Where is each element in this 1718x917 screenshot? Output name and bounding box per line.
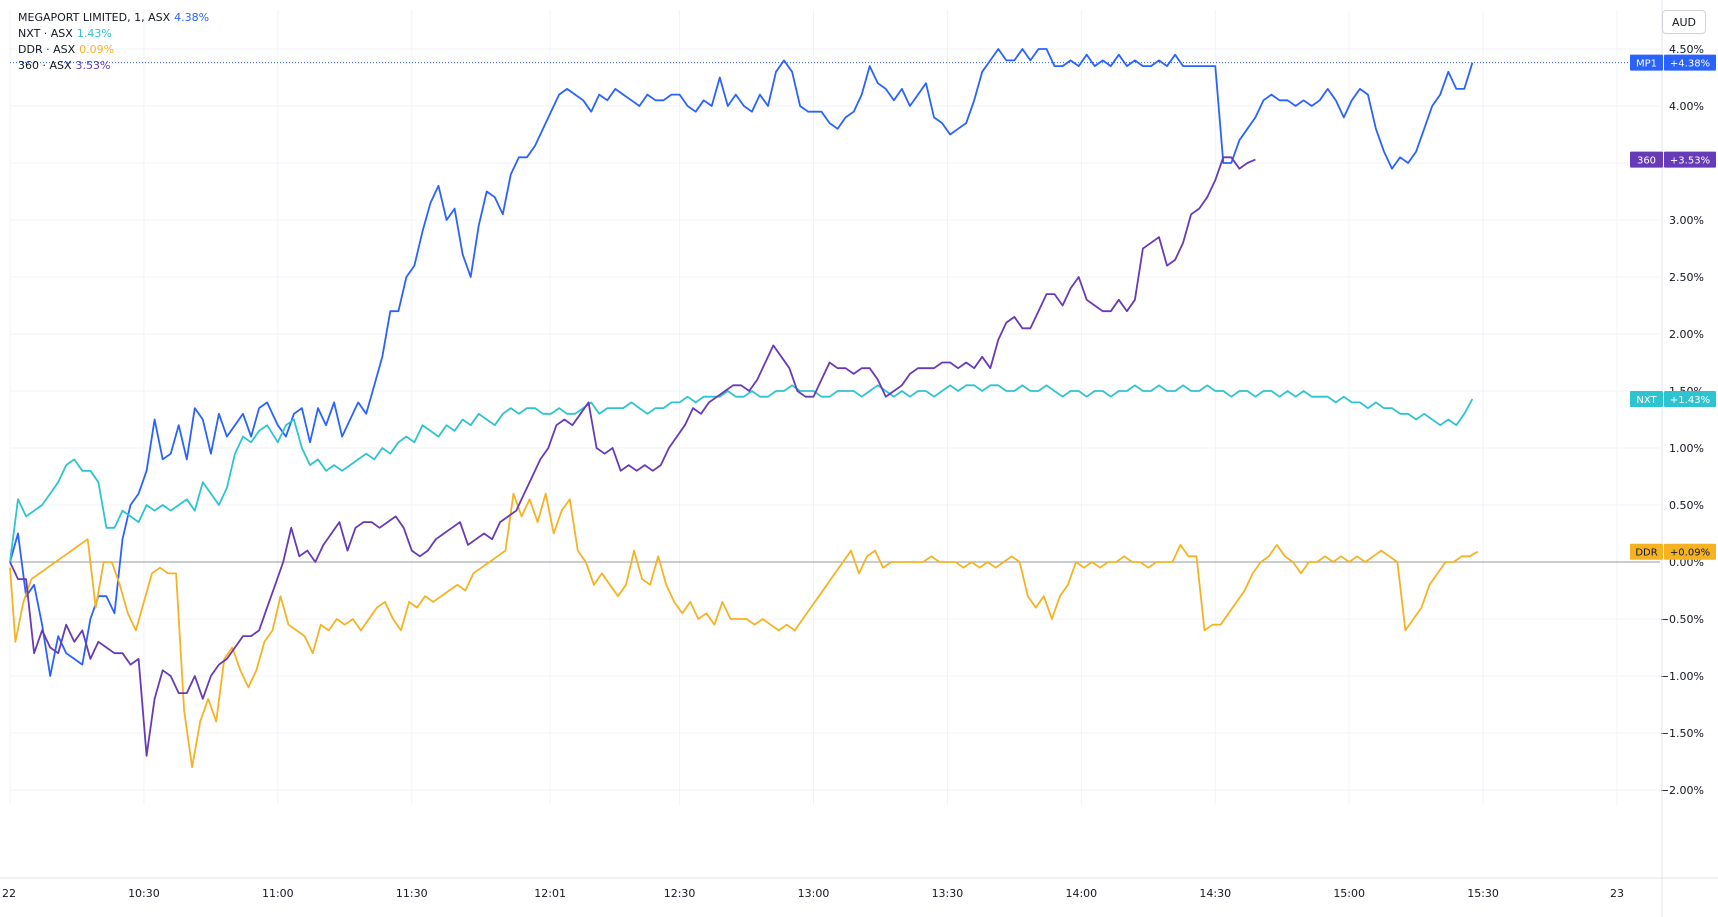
y-tick-label: 3.00% (1669, 214, 1704, 227)
legend-value: 1.43% (76, 27, 112, 40)
price-tag-value: +3.53% (1670, 156, 1710, 167)
y-tick-label: −2.00% (1660, 784, 1704, 797)
y-tick-label: −1.00% (1660, 670, 1704, 683)
price-tag-value: +1.43% (1670, 395, 1710, 406)
x-tick-label: 13:00 (798, 887, 830, 900)
legend-label: 360 · ASX (18, 59, 72, 72)
chart-legend: MEGAPORT LIMITED, 1, ASX 4.38% NXT · ASX 1… (18, 10, 209, 74)
price-tag-ticker: 360 (1637, 156, 1656, 167)
legend-row-mp1[interactable]: MEGAPORT LIMITED, 1, ASX 4.38% (18, 10, 209, 26)
x-tick-label: 11:00 (262, 887, 294, 900)
price-tags: MP1 +4.38% 360 +3.53% NXT +1.43% DDR +0.09% (1630, 54, 1716, 560)
y-tick-label: 0.50% (1669, 499, 1704, 512)
x-tick-label: 15:00 (1333, 887, 1365, 900)
x-tick-label: 11:30 (396, 887, 428, 900)
price-tag-360: 360 +3.53% (1630, 151, 1716, 168)
legend-label: NXT · ASX (18, 27, 73, 40)
legend-row-ddr[interactable]: DDR · ASX 0.09% (18, 42, 209, 58)
x-tick-label: 12:01 (534, 887, 566, 900)
series-line-nxt[interactable] (9, 384, 1474, 563)
legend-value: 4.38% (174, 11, 210, 24)
price-tag-ddr: DDR +0.09% (1630, 543, 1716, 560)
x-tick-label: 23 (1610, 887, 1624, 900)
price-tag-ticker: DDR (1635, 548, 1657, 559)
legend-row-360[interactable]: 360 · ASX 3.53% (18, 58, 209, 74)
y-tick-label: 4.50% (1669, 43, 1704, 56)
chart-series (9, 48, 1479, 769)
x-tick-label: 10:30 (128, 887, 160, 900)
x-tick-label: 14:30 (1199, 887, 1231, 900)
currency-button[interactable]: AUD (1662, 10, 1706, 34)
x-tick-label: 22 (2, 887, 16, 900)
y-tick-label: −0.50% (1660, 613, 1704, 626)
price-tag-ticker: NXT (1636, 395, 1657, 406)
price-tag-nxt: NXT +1.43% (1630, 390, 1716, 407)
price-tag-ticker: MP1 (1636, 59, 1657, 70)
x-tick-label: 14:00 (1065, 887, 1097, 900)
y-tick-label: 2.50% (1669, 271, 1704, 284)
series-line-mp1[interactable] (9, 48, 1474, 677)
y-tick-label: 4.00% (1669, 100, 1704, 113)
y-tick-label: 2.00% (1669, 328, 1704, 341)
x-tick-label: 12:30 (664, 887, 696, 900)
legend-row-nxt[interactable]: NXT · ASX 1.43% (18, 26, 209, 42)
price-tag-value: +0.09% (1670, 548, 1710, 559)
legend-value: 0.09% (79, 43, 115, 56)
legend-label: MEGAPORT LIMITED, 1, ASX (18, 11, 171, 24)
series-line-360[interactable] (9, 156, 1256, 757)
y-tick-label: −1.50% (1660, 727, 1704, 740)
series-line-ddr[interactable] (9, 492, 1479, 769)
price-tag-mp1: MP1 +4.38% (1630, 54, 1716, 71)
legend-value: 3.53% (75, 59, 111, 72)
price-tag-value: +4.38% (1670, 59, 1710, 70)
legend-label: DDR · ASX (18, 43, 76, 56)
chart-grid (9, 10, 1660, 805)
x-tick-label: 15:30 (1467, 887, 1499, 900)
x-tick-label: 13:30 (932, 887, 964, 900)
y-tick-label: 1.00% (1669, 442, 1704, 455)
